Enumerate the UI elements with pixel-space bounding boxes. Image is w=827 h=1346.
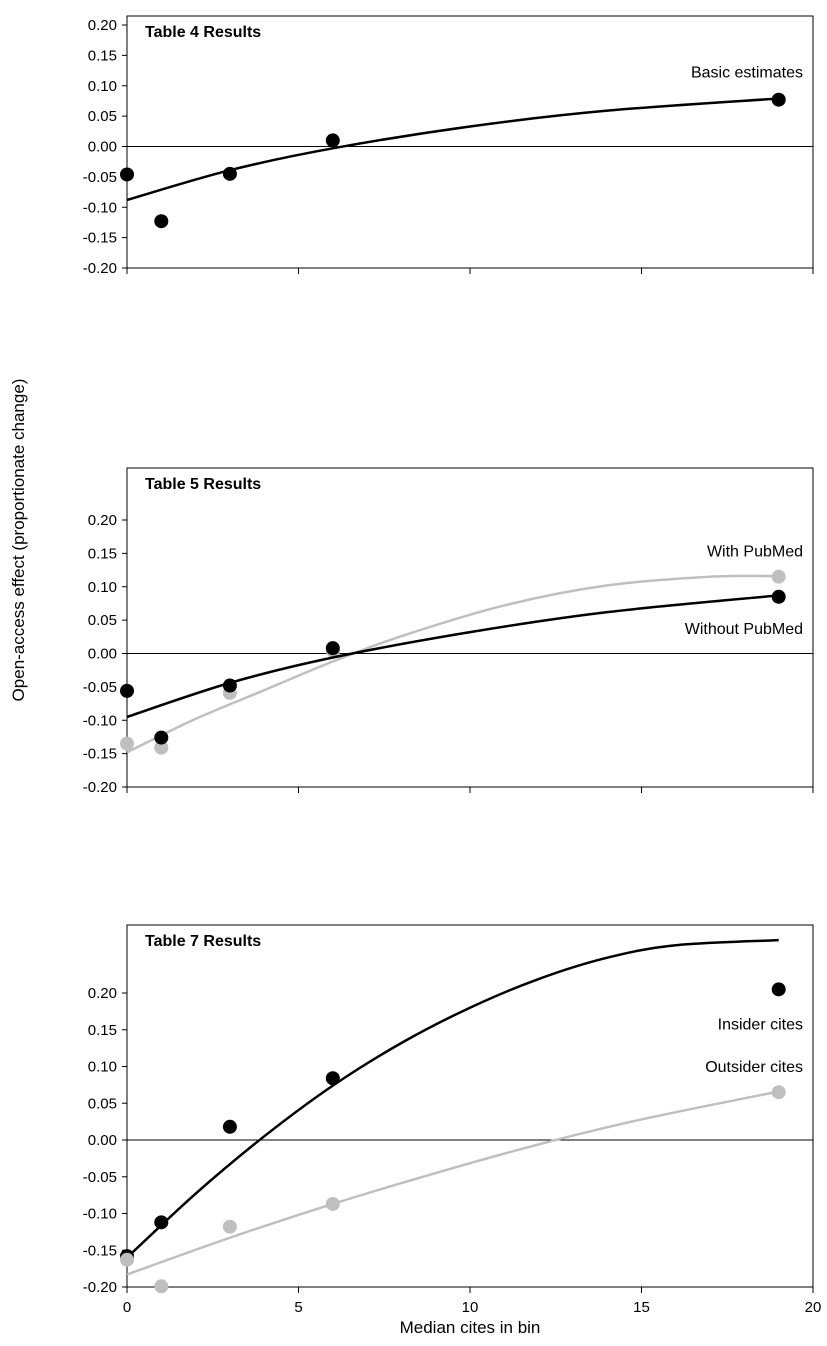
data-point [771, 589, 786, 604]
data-point [120, 167, 134, 182]
data-point [154, 214, 169, 229]
y-tick-label: -0.20 [83, 1279, 117, 1296]
y-tick-label: 0.00 [88, 646, 117, 663]
fit-curve [127, 1090, 779, 1276]
y-tick-label: 0.00 [88, 1132, 117, 1149]
data-point [325, 1196, 340, 1211]
y-tick-label: -0.15 [83, 746, 117, 763]
data-point [154, 1215, 169, 1230]
data-point [771, 569, 786, 584]
y-tick-label: -0.10 [83, 199, 117, 216]
y-tick-label: -0.05 [83, 679, 117, 696]
y-tick-label: -0.20 [83, 779, 117, 796]
fit-curve [127, 97, 779, 202]
x-tick-label: 20 [805, 1299, 822, 1316]
chart-panel-2: 0.20 0.15 0.10 0.05 0.00 -0.05 -0.10 -0.15 -0.20… [83, 467, 814, 796]
y-tick-label: 0.20 [88, 17, 117, 34]
data-point [120, 736, 134, 751]
series-without-pubmed: Without PubMed [120, 589, 803, 745]
y-tick-label: -0.05 [83, 169, 117, 186]
data-point [222, 678, 237, 693]
y-tick-label: -0.05 [83, 1169, 117, 1186]
x-tick-label: 15 [633, 1299, 650, 1316]
y-tick-label: -0.15 [83, 1242, 117, 1259]
panel-title: Table 5 Results [145, 476, 261, 493]
data-point [222, 1219, 237, 1234]
data-point [120, 1252, 134, 1267]
series-insider-cites: Insider cites [120, 938, 803, 1264]
x-axis-label: Median cites in bin [400, 1318, 541, 1337]
y-tick-label: 0.00 [88, 139, 117, 156]
y-tick-label: -0.10 [83, 712, 117, 729]
y-tick-label: 0.20 [88, 512, 117, 529]
y-tick-label: 0.15 [88, 545, 117, 562]
chart-panels: 0.20 0.15 0.10 0.05 0.00 -0.05 -0.10 -0.15 -0.20… [83, 15, 822, 1316]
x-tick-label: 10 [462, 1299, 479, 1316]
fit-curve [127, 574, 779, 754]
series-with-pubmed: With PubMed [120, 544, 803, 755]
data-point [154, 740, 169, 755]
y-axis-label: Open-access effect (proportionate change… [9, 379, 28, 702]
y-tick-label: 0.10 [88, 1059, 117, 1076]
panel-title: Table 4 Results [145, 24, 261, 41]
y-tick-label: 0.15 [88, 47, 117, 64]
y-tick-label: -0.10 [83, 1206, 117, 1223]
series-basic-estimates: Basic estimates [120, 65, 803, 229]
y-tick-label: 0.05 [88, 1095, 117, 1112]
data-point [771, 92, 786, 107]
data-point [325, 641, 340, 656]
y-tick-label: 0.05 [88, 612, 117, 629]
fit-curve [127, 938, 779, 1259]
data-point [771, 1085, 786, 1100]
series-label: Outsider cites [705, 1059, 803, 1076]
data-point [120, 683, 134, 698]
plot-frame [126, 15, 814, 269]
data-point [325, 1071, 340, 1086]
y-tick-label: 0.15 [88, 1022, 117, 1039]
y-tick-label: -0.15 [83, 230, 117, 247]
data-point [154, 1279, 169, 1294]
series-label: Without PubMed [685, 621, 803, 638]
x-tick-label: 0 [123, 1299, 131, 1316]
data-point [154, 730, 169, 745]
fit-curve [127, 594, 779, 719]
data-point [325, 133, 340, 148]
y-tick-label: -0.20 [83, 260, 117, 277]
y-tick-label: 0.05 [88, 108, 117, 125]
chart-panel-1: 0.20 0.15 0.10 0.05 0.00 -0.05 -0.10 -0.15 -0.20… [83, 15, 814, 277]
y-tick-label: 0.10 [88, 78, 117, 95]
series-outsider-cites: Outsider cites [120, 1059, 803, 1294]
x-tick-label: 5 [294, 1299, 302, 1316]
panel-title: Table 7 Results [145, 933, 261, 950]
chart-panel-3: 0.20 0.15 0.10 0.05 0.00 -0.05 -0.10 -0.15 -0.20… [83, 924, 822, 1316]
y-tick-label: 0.20 [88, 985, 117, 1002]
data-point [222, 1119, 237, 1134]
data-point [771, 982, 786, 997]
y-tick-label: 0.10 [88, 579, 117, 596]
series-label: Insider cites [718, 1016, 803, 1033]
series-label: With PubMed [707, 544, 803, 561]
series-label: Basic estimates [691, 65, 803, 82]
data-point [222, 166, 237, 181]
